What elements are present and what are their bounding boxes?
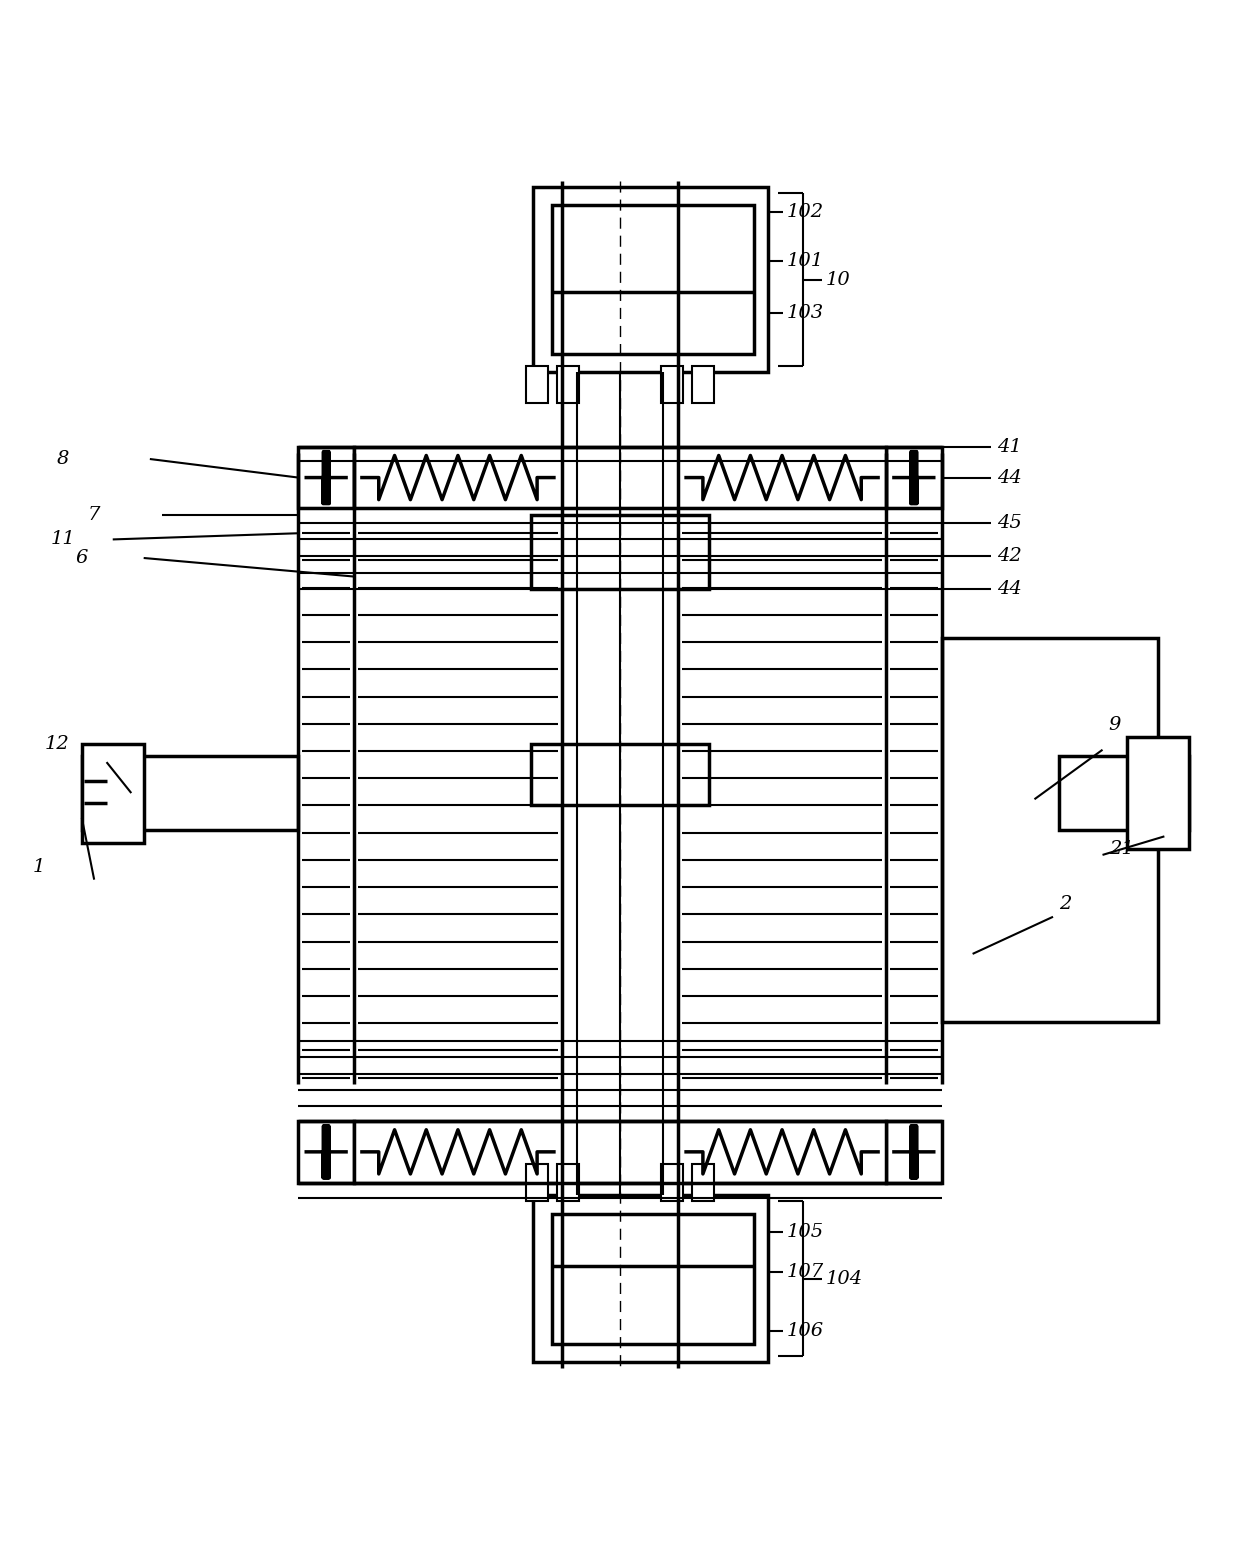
Text: 10: 10: [826, 271, 851, 288]
Text: 21: 21: [1109, 840, 1133, 858]
Text: 8: 8: [57, 451, 69, 468]
Bar: [552, 1214, 754, 1343]
Bar: [692, 1165, 714, 1202]
Text: 42: 42: [997, 547, 1022, 564]
Text: 41: 41: [997, 438, 1022, 455]
Bar: [299, 1121, 353, 1183]
Bar: [692, 366, 714, 403]
Bar: [82, 744, 144, 843]
Bar: [557, 366, 579, 403]
Bar: [1059, 756, 1189, 830]
Text: 12: 12: [45, 734, 69, 753]
Text: 103: 103: [787, 304, 825, 322]
Text: 2: 2: [1059, 895, 1071, 914]
Text: 11: 11: [51, 530, 76, 548]
Bar: [82, 756, 299, 830]
Text: 44: 44: [997, 468, 1022, 486]
Bar: [661, 366, 683, 403]
Bar: [531, 744, 709, 805]
Bar: [941, 638, 1158, 1022]
Bar: [887, 1121, 941, 1183]
Bar: [533, 1196, 769, 1362]
Text: 7: 7: [88, 505, 100, 524]
Bar: [533, 187, 769, 372]
Text: 106: 106: [787, 1323, 825, 1340]
Bar: [526, 1165, 548, 1202]
Bar: [526, 366, 548, 403]
Text: 105: 105: [787, 1224, 825, 1241]
Bar: [353, 446, 887, 508]
Bar: [299, 446, 353, 508]
Text: 102: 102: [787, 203, 825, 220]
Text: 101: 101: [787, 252, 825, 270]
Bar: [552, 206, 754, 353]
Text: 107: 107: [787, 1264, 825, 1281]
Text: 45: 45: [997, 514, 1022, 533]
Text: 44: 44: [997, 579, 1022, 598]
Text: 9: 9: [1109, 716, 1121, 734]
Bar: [557, 1165, 579, 1202]
Text: 104: 104: [826, 1270, 863, 1287]
Bar: [661, 1165, 683, 1202]
Text: 6: 6: [76, 548, 88, 567]
Bar: [887, 446, 941, 508]
Bar: [531, 514, 709, 589]
Bar: [353, 1121, 887, 1183]
Text: 1: 1: [32, 858, 45, 877]
Bar: [1127, 737, 1189, 849]
